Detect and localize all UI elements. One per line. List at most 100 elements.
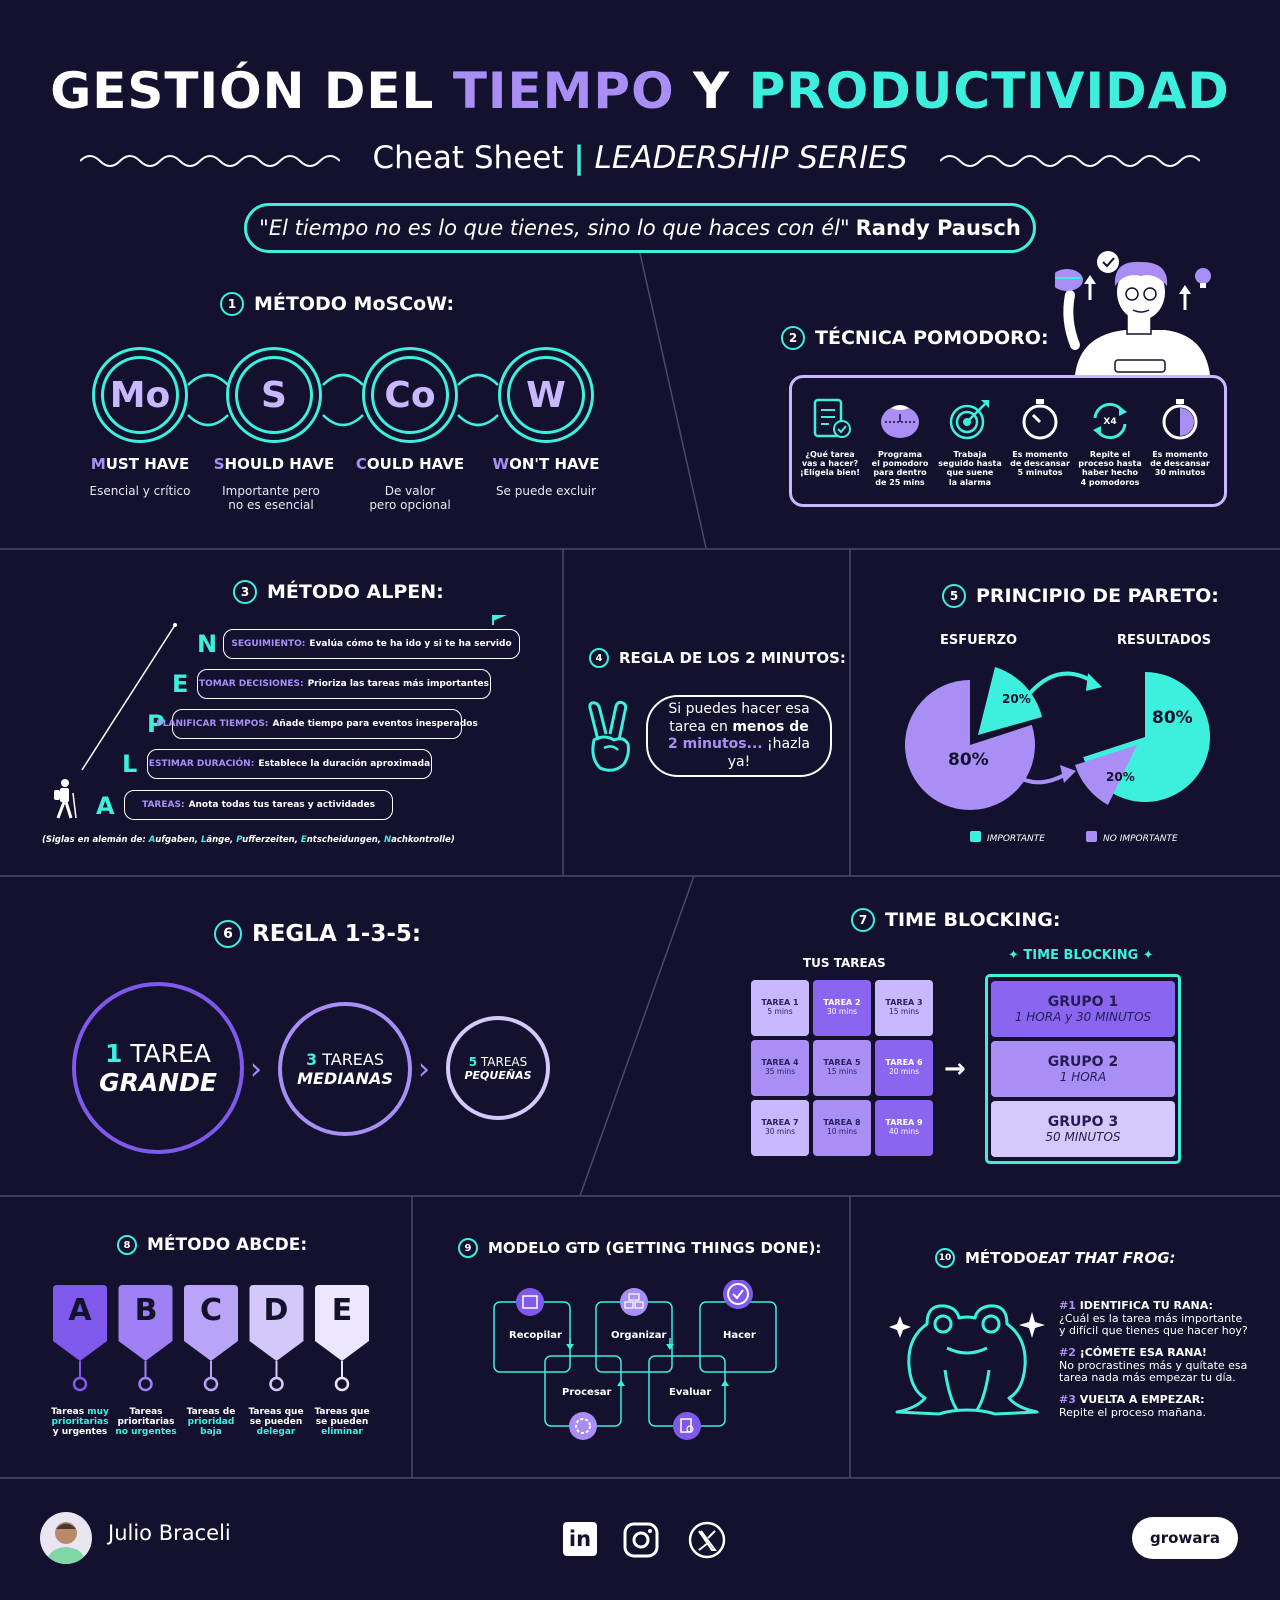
alpen-letter-l: L xyxy=(122,750,138,778)
moscow-must-desc: Esencial y crítico xyxy=(89,484,191,498)
moscow-must-ring: Mo xyxy=(92,347,188,443)
frog-point-2: #2 ¡CÓMETE ESA RANA! No procrastines más… xyxy=(1059,1346,1248,1385)
quote-text: "El tiempo no es lo que tienes, sino lo … xyxy=(259,216,850,240)
abcde-tag-ring xyxy=(72,1376,88,1392)
two-min-title: 4 REGLA DE LOS 2 MINUTOS: xyxy=(589,648,846,668)
gtd-step-review: Evaluar xyxy=(669,1387,712,1398)
pomodoro-step-3: Trabaja seguido hasta que suene la alarma xyxy=(936,396,1004,487)
pareto-effort-label: ESFUERZO xyxy=(940,633,1018,648)
abcde-desc-e: Tareas que se pueden eliminar xyxy=(314,1407,370,1437)
pomodoro-step-2: Programa el pomodoro para dentro de 25 mins xyxy=(866,396,934,487)
collect-icon xyxy=(516,1288,544,1316)
avatar xyxy=(40,1512,92,1564)
tasks-header: TUS TAREAS xyxy=(803,956,886,970)
task-cell: TAREA 8 10 mins xyxy=(813,1100,871,1156)
task-cell: TAREA 7 30 mins xyxy=(751,1100,809,1156)
pareto-right-small-label: 20% xyxy=(1106,770,1135,784)
alpen-climb-path xyxy=(54,615,507,819)
gtd-step-organize: Organizar xyxy=(611,1330,667,1341)
gtd-title: 9 MODELO GTD (GETTING THINGS DONE): xyxy=(458,1238,821,1258)
alpen-note: (Siglas en alemán de: Aufgaben, Länge, P… xyxy=(42,835,455,845)
pomodoro-step-6: Es momento de descansar 30 minutos xyxy=(1146,396,1214,478)
moscow-wont-ring: W xyxy=(498,347,594,443)
stopwatch-icon xyxy=(1022,399,1058,440)
alpen-row-p: PLANIFICAR TIEMPOS: Añade tiempo para eve… xyxy=(156,709,478,739)
group-block: GRUPO 3 50 MINUTOS xyxy=(991,1101,1175,1157)
moscow-must-label: MUST HAVE xyxy=(90,455,190,473)
alpen-row-e: TOMAR DECISIONES: Prioriza las tareas más… xyxy=(197,669,491,699)
moscow-wont-label: WON'T HAVE xyxy=(492,455,600,473)
alpen-title: 3 MÉTODO ALPEN: xyxy=(233,580,444,604)
pareto-title: 5 PRINCIPIO DE PARETO: xyxy=(942,584,1219,608)
legend-important-swatch xyxy=(970,831,981,842)
gtd-step-process: Procesar xyxy=(562,1387,612,1398)
abcde-tag xyxy=(249,1285,304,1361)
frog-icon xyxy=(889,1304,1045,1416)
avatar-portrait-icon xyxy=(46,1522,86,1564)
alpen-row-n: SEGUIMIENTO: Evalúa cómo te ha ido y si t… xyxy=(223,629,520,659)
frog-title: 10 MÉTODO EAT THAT FROG: xyxy=(935,1248,1176,1268)
medium-tasks-circle: 3 TAREAS MEDIANAS xyxy=(278,1002,412,1136)
gtd-step-collect: Recopilar xyxy=(509,1330,562,1341)
abcde-tag-ring xyxy=(203,1376,219,1392)
abcde-desc-a: Tareas muy prioritarias y urgentes xyxy=(51,1407,109,1437)
abcde-tag xyxy=(53,1285,107,1361)
moscow-could-label: COULD HAVE xyxy=(355,455,465,473)
pareto-left-big-label: 80% xyxy=(948,750,989,770)
moscow-title: 1 MÉTODO MoSCoW: xyxy=(220,292,454,316)
alpen-row-a: TAREAS: Anota todas tus tareas y activida… xyxy=(124,790,393,820)
task-cell: TAREA 3 15 mins xyxy=(875,980,933,1036)
chevron-right-icon: › xyxy=(250,1052,262,1087)
wave-decoration-right xyxy=(940,155,1200,167)
moscow-could-ring: Co xyxy=(362,347,458,443)
target-icon xyxy=(949,400,989,440)
task-cell: TAREA 9 40 mins xyxy=(875,1100,933,1156)
pomodoro-step-4: Es momento de descansar 5 minutos xyxy=(1006,396,1074,478)
legend-not-important-swatch xyxy=(1086,831,1098,842)
x-icon[interactable] xyxy=(688,1521,726,1559)
moscow-chain xyxy=(187,373,499,427)
pareto-right-big-label: 80% xyxy=(1152,708,1193,728)
subtitle: Cheat Sheet | LEADERSHIP SERIES xyxy=(372,140,908,176)
abcde-letter-e: E xyxy=(331,1293,353,1328)
pareto-pies xyxy=(904,667,1211,810)
brand-logo[interactable]: growara xyxy=(1132,1517,1238,1559)
person-illustration xyxy=(1055,251,1211,375)
checklist-icon xyxy=(813,398,851,438)
abcde-letter-d: D xyxy=(263,1293,289,1328)
quote-author: Randy Pausch xyxy=(855,216,1021,240)
review-icon xyxy=(673,1412,701,1440)
alpen-letter-e: E xyxy=(172,670,189,698)
time-blocking-title: 7 TIME BLOCKING: xyxy=(851,908,1060,932)
arrow-right-icon: → xyxy=(944,1054,966,1084)
pareto-legend: IMPORTANTE NO IMPORTANTE xyxy=(970,826,1178,845)
abcde-tags xyxy=(53,1285,369,1392)
instagram-icon[interactable] xyxy=(623,1522,659,1558)
chevron-right-icon: › xyxy=(418,1052,430,1087)
abcde-letter-a: A xyxy=(68,1293,92,1328)
task-cell: TAREA 4 35 mins xyxy=(751,1040,809,1096)
sparkle-icon: ✦ xyxy=(1138,948,1154,963)
alpen-row-l: ESTIMAR DURACIÓN: Establece la duración a… xyxy=(147,749,432,779)
gtd-flow xyxy=(493,1280,777,1440)
big-task-circle: 1 TAREA GRANDE xyxy=(72,982,244,1154)
abcde-desc-b: Tareas prioritarias no urgentes xyxy=(115,1407,177,1437)
wave-decoration-left xyxy=(80,155,340,167)
linkedin-icon[interactable]: in xyxy=(563,1522,597,1556)
moscow-should-desc: Importante pero no es esencial xyxy=(222,484,320,513)
small-tasks-circle: 5 TAREAS PEQUEÑAS xyxy=(446,1016,550,1120)
alpen-letter-n: N xyxy=(197,630,218,658)
quote-box: "El tiempo no es lo que tienes, sino lo … xyxy=(244,203,1036,253)
abcde-tag-ring xyxy=(334,1376,350,1392)
pomodoro-step-5: X4 Repite el proceso hasta haber hecho 4 po… xyxy=(1076,396,1144,487)
abcde-tag xyxy=(118,1285,173,1361)
pomodoro-step-1: ¿Qué tarea vas a hacer? ¡Elígela bien! xyxy=(796,396,864,478)
frog-point-1: #1 IDENTIFICA TU RANA: ¿Cuál es la tarea… xyxy=(1059,1299,1248,1338)
blocks-header: ✦ TIME BLOCKING ✦ xyxy=(1008,948,1154,963)
peace-hand-icon xyxy=(588,700,630,772)
pareto-right-small-slice xyxy=(1075,745,1137,805)
time-blocks-box xyxy=(985,974,1181,1164)
